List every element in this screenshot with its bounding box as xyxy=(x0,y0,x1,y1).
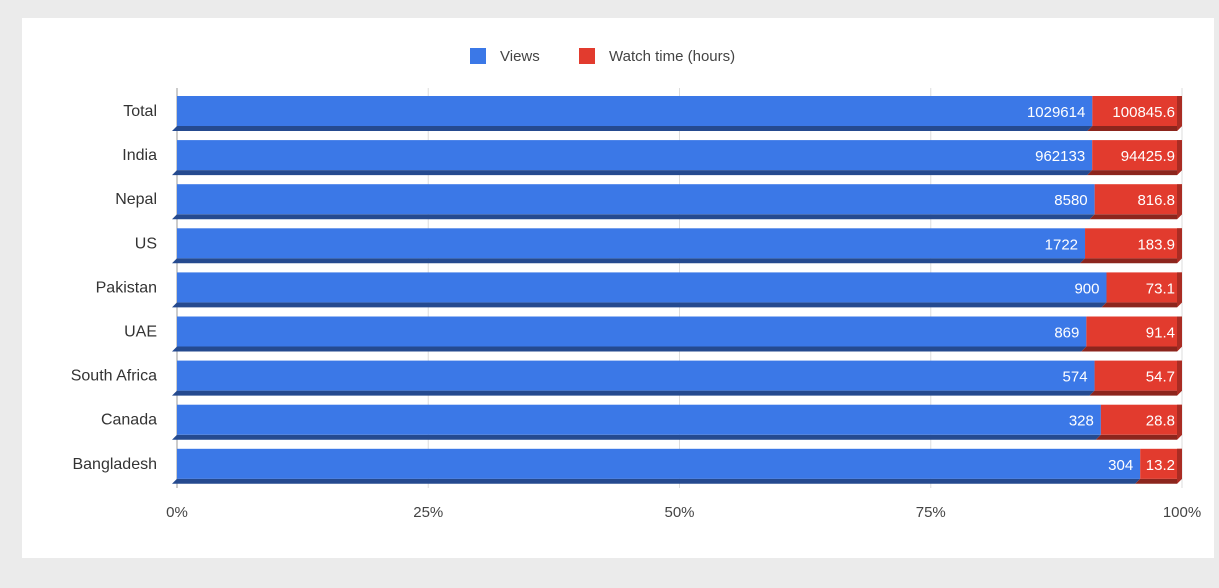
category-label: South Africa xyxy=(71,368,157,385)
category-label: Bangladesh xyxy=(72,456,157,473)
bar-watch-time-hours--south-africa-depth xyxy=(1089,390,1182,396)
data-label: 574 xyxy=(1063,369,1088,386)
legend-swatch-views xyxy=(470,48,486,64)
bar-watch-time-hours--us-depth xyxy=(1080,258,1182,264)
data-label: 28.8 xyxy=(1146,413,1175,430)
bar-views-pakistan-depth xyxy=(172,302,1107,308)
bar-watch-time-hours--total-side xyxy=(1177,96,1182,131)
bar-views-india-depth xyxy=(172,170,1093,176)
bar-watch-time-hours--pakistan-depth xyxy=(1101,302,1182,308)
bar-views-bangladesh xyxy=(177,448,1141,479)
bar-watch-time-hours--nepal xyxy=(1094,184,1182,215)
bar-watch-time-hours--india xyxy=(1092,140,1182,171)
bar-watch-time-hours--pakistan-side xyxy=(1177,272,1182,308)
bar-watch-time-hours--us xyxy=(1085,228,1182,259)
bar-views-india xyxy=(177,140,1093,171)
legend-label: Views xyxy=(500,48,540,65)
bar-views-nepal xyxy=(177,184,1095,215)
data-label: 900 xyxy=(1074,280,1099,297)
bar-views-bangladesh-depth xyxy=(172,478,1141,484)
x-tick-label: 100% xyxy=(1163,504,1201,521)
category-label: Canada xyxy=(101,412,157,429)
x-tick-label: 25% xyxy=(413,504,443,521)
bar-views-pakistan xyxy=(177,272,1107,303)
data-label: 869 xyxy=(1054,325,1079,342)
bar-watch-time-hours--pakistan xyxy=(1106,272,1182,303)
bar-views-nepal-depth xyxy=(172,214,1095,220)
category-label: Pakistan xyxy=(96,279,157,296)
bar-views-uae xyxy=(177,316,1087,347)
data-label: 816.8 xyxy=(1137,192,1175,209)
x-tick-label: 75% xyxy=(916,504,946,521)
category-label: US xyxy=(135,235,157,252)
bar-watch-time-hours--us-side xyxy=(1177,228,1182,264)
data-label: 962133 xyxy=(1035,148,1085,165)
bar-watch-time-hours--canada xyxy=(1100,404,1182,435)
data-label: 328 xyxy=(1069,413,1094,430)
bar-watch-time-hours--india-depth xyxy=(1087,170,1182,176)
legend-swatch-watch-time-hours- xyxy=(579,48,595,64)
data-label: 1722 xyxy=(1045,236,1078,253)
data-label: 304 xyxy=(1108,457,1133,474)
category-label: Nepal xyxy=(115,191,157,208)
bar-watch-time-hours--south-africa xyxy=(1094,360,1182,391)
category-label: UAE xyxy=(124,324,157,341)
data-label: 91.4 xyxy=(1146,325,1175,342)
bar-watch-time-hours--total xyxy=(1092,96,1182,126)
category-label: India xyxy=(122,147,157,164)
data-label: 54.7 xyxy=(1146,369,1175,386)
x-tick-label: 50% xyxy=(664,504,694,521)
bar-views-us-depth xyxy=(172,258,1086,264)
bar-watch-time-hours--uae-side xyxy=(1177,316,1182,352)
data-label: 73.1 xyxy=(1146,280,1175,297)
data-label: 94425.9 xyxy=(1121,148,1175,165)
bar-views-south-africa-depth xyxy=(172,390,1095,396)
bar-views-canada xyxy=(177,404,1101,435)
bar-watch-time-hours--bangladesh-depth xyxy=(1135,478,1182,484)
bar-watch-time-hours--canada-side xyxy=(1177,404,1182,440)
bar-watch-time-hours--canada-depth xyxy=(1095,434,1182,440)
bar-views-total-depth xyxy=(172,126,1093,131)
bar-watch-time-hours--nepal-depth xyxy=(1089,214,1182,220)
bar-views-us xyxy=(177,228,1086,259)
bar-watch-time-hours--india-side xyxy=(1177,140,1182,176)
bar-watch-time-hours--bangladesh xyxy=(1140,448,1182,479)
category-label: Total xyxy=(123,103,157,120)
bar-views-canada-depth xyxy=(172,434,1101,440)
data-label: 1029614 xyxy=(1027,104,1085,121)
stacked-bar-chart: 0% 25% 50% 75% 100% Total 1029614 100845.6 India… xyxy=(71,48,1201,521)
bar-views-uae-depth xyxy=(172,346,1087,352)
data-label: 8580 xyxy=(1054,192,1087,209)
data-label: 183.9 xyxy=(1137,236,1175,253)
data-label: 100845.6 xyxy=(1112,104,1175,121)
legend-label: Watch time (hours) xyxy=(609,48,735,65)
bar-watch-time-hours--bangladesh-side xyxy=(1177,448,1182,484)
data-label: 13.2 xyxy=(1146,457,1175,474)
bar-watch-time-hours--uae xyxy=(1086,316,1182,347)
bar-views-total xyxy=(177,96,1093,126)
x-tick-label: 0% xyxy=(166,504,188,521)
bar-views-south-africa xyxy=(177,360,1095,391)
chart-card: 0% 25% 50% 75% 100% Total 1029614 100845.6 India… xyxy=(22,18,1214,558)
bar-watch-time-hours--nepal-side xyxy=(1177,184,1182,220)
bar-watch-time-hours--total-depth xyxy=(1087,126,1182,131)
bar-watch-time-hours--uae-depth xyxy=(1081,346,1182,352)
bar-watch-time-hours--south-africa-side xyxy=(1177,360,1182,396)
